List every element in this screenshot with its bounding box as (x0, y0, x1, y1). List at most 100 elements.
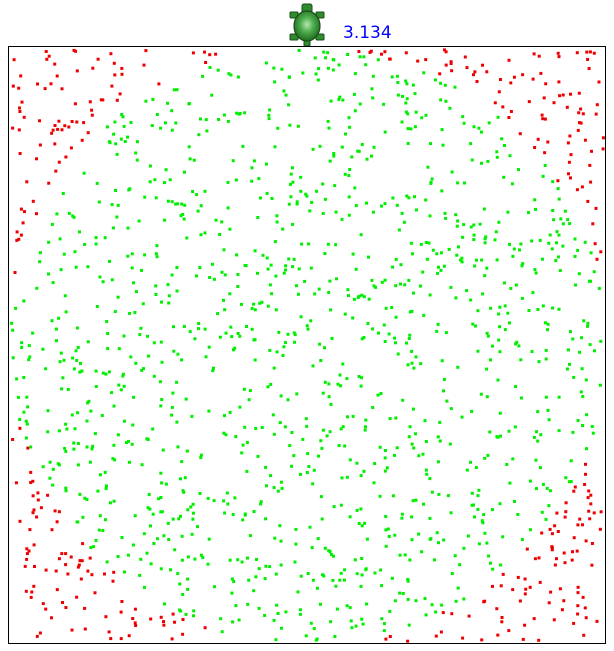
inside-dot (144, 99, 148, 103)
inside-dot (172, 88, 176, 92)
outside-dot (571, 550, 574, 554)
inside-dot (433, 558, 436, 562)
inside-dot (130, 252, 134, 256)
inside-dot (93, 432, 97, 436)
inside-dot (508, 242, 511, 246)
outside-dot (592, 511, 596, 515)
inside-dot (232, 580, 236, 583)
outside-dot (577, 111, 581, 115)
inside-dot (282, 89, 286, 93)
inside-dot (236, 558, 240, 562)
inside-dot (236, 75, 240, 79)
inside-dot (236, 332, 240, 335)
inside-dot (104, 487, 108, 491)
inside-dot (331, 578, 335, 582)
inside-dot (546, 328, 549, 332)
outside-dot (553, 563, 557, 567)
inside-dot (112, 404, 116, 408)
inside-dot (307, 465, 311, 468)
inside-dot (306, 327, 310, 331)
outside-dot (31, 494, 35, 498)
inside-dot (345, 475, 349, 479)
outside-dot (521, 73, 525, 77)
inside-dot (489, 306, 493, 310)
inside-dot (407, 623, 411, 627)
inside-dot (22, 376, 26, 379)
inside-dot (502, 175, 506, 179)
outside-dot (142, 63, 146, 67)
inside-dot (146, 334, 149, 338)
inside-dot (439, 81, 443, 85)
inside-dot (145, 551, 149, 555)
inside-dot (443, 83, 447, 87)
inside-dot (309, 266, 313, 270)
outside-dot (566, 141, 570, 145)
inside-dot (321, 391, 325, 395)
inside-dot (220, 220, 224, 224)
inside-dot (362, 55, 366, 59)
inside-dot (64, 422, 68, 426)
inside-dot (66, 387, 70, 391)
inside-dot (166, 199, 170, 203)
inside-dot (547, 504, 551, 508)
inside-dot (27, 358, 31, 362)
inside-dot (538, 238, 542, 242)
inside-dot (488, 430, 492, 434)
inside-dot (347, 213, 351, 217)
inside-dot (498, 411, 502, 415)
inside-dot (424, 113, 428, 117)
inside-dot (207, 537, 211, 541)
inside-dot (170, 109, 174, 113)
inside-dot (277, 330, 281, 334)
inside-dot (55, 339, 58, 343)
inside-dot (445, 399, 449, 403)
inside-dot (568, 362, 571, 366)
inside-dot (90, 447, 94, 451)
inside-dot (409, 127, 413, 131)
inside-dot (270, 197, 274, 200)
inside-dot (57, 429, 61, 433)
inside-dot (411, 252, 414, 256)
inside-dot (294, 542, 298, 546)
inside-dot (339, 384, 343, 388)
inside-dot (98, 514, 102, 518)
outside-dot (567, 160, 571, 164)
inside-dot (480, 130, 483, 134)
inside-dot (305, 194, 309, 198)
inside-dot (408, 310, 412, 314)
outside-dot (491, 584, 494, 588)
inside-dot (248, 389, 252, 393)
outside-dot (576, 128, 580, 132)
inside-dot (201, 74, 205, 78)
inside-dot (182, 324, 186, 328)
inside-dot (79, 361, 82, 365)
inside-dot (496, 378, 500, 382)
inside-dot (410, 349, 414, 353)
inside-dot (122, 334, 126, 338)
inside-dot (297, 267, 301, 271)
inside-dot (216, 312, 220, 316)
inside-dot (556, 187, 560, 191)
inside-dot (436, 271, 439, 275)
inside-dot (348, 515, 352, 519)
inside-dot (282, 271, 286, 275)
inside-dot (456, 365, 460, 369)
inside-dot (296, 124, 300, 128)
outside-dot (434, 634, 438, 638)
inside-dot (404, 79, 408, 83)
inside-dot (257, 606, 261, 610)
inside-dot (577, 272, 581, 276)
inside-dot (354, 624, 358, 628)
outside-dot (595, 103, 599, 107)
inside-dot (154, 293, 158, 296)
inside-dot (541, 257, 544, 261)
outside-dot (191, 51, 195, 55)
inside-dot (265, 484, 268, 488)
outside-dot (580, 185, 584, 189)
inside-dot (199, 553, 203, 557)
inside-dot (472, 223, 476, 227)
inside-dot (408, 333, 412, 337)
inside-dot (10, 321, 14, 325)
inside-dot (382, 102, 386, 106)
inside-dot (199, 456, 203, 460)
